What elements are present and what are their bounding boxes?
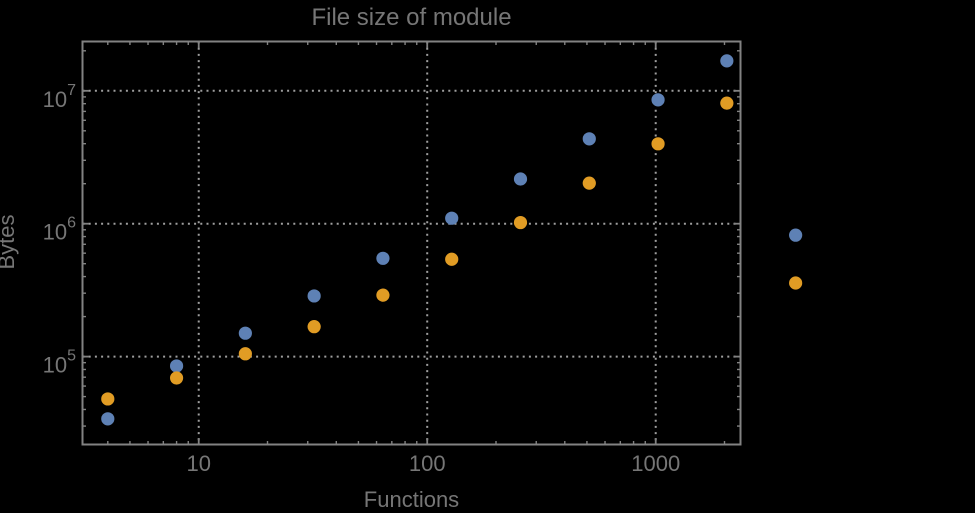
y-tick-label: 105 xyxy=(43,348,76,378)
data-point-series-1-blue xyxy=(789,228,803,242)
data-point-series-2-orange xyxy=(169,371,184,385)
data-point-series-1-blue xyxy=(513,172,528,186)
data-point-series-1-blue xyxy=(720,54,734,68)
y-tick-label: 107 xyxy=(43,82,76,112)
data-point-series-1-blue xyxy=(651,93,665,107)
axis-ticks xyxy=(82,41,741,445)
data-point-series-2-orange xyxy=(720,96,734,110)
data-point-series-2-orange xyxy=(513,215,528,230)
y-axis-label: Bytes xyxy=(0,214,19,269)
data-point-series-1-blue xyxy=(582,132,596,146)
data-point-series-2-orange xyxy=(651,137,665,151)
data-point-series-2-orange xyxy=(376,288,390,302)
data-point-series-2-orange xyxy=(445,252,459,266)
data-point-series-1-blue xyxy=(101,412,115,426)
data-point-series-1-blue xyxy=(376,251,390,265)
data-point-series-1-blue xyxy=(307,289,321,303)
x-tick-label: 1000 xyxy=(631,451,680,476)
data-point-series-1-blue xyxy=(238,326,252,340)
data-point-series-2-orange xyxy=(789,276,803,290)
data-points xyxy=(101,54,803,426)
chart-title: File size of module xyxy=(311,4,511,31)
y-tick-label: 106 xyxy=(43,215,76,245)
data-point-series-1-blue xyxy=(169,359,184,373)
data-point-series-2-orange xyxy=(238,347,252,361)
x-tick-label: 100 xyxy=(409,451,446,476)
data-point-series-2-orange xyxy=(101,392,115,406)
gridlines xyxy=(82,41,741,445)
x-tick-label: 10 xyxy=(186,451,210,476)
data-point-series-1-blue xyxy=(445,211,459,225)
data-point-series-2-orange xyxy=(307,320,321,334)
data-point-series-2-orange xyxy=(582,176,596,190)
plot-frame xyxy=(81,40,742,446)
tick-labels: 10 100 1000 105 106 107 xyxy=(43,82,681,476)
x-axis-label: Functions xyxy=(364,487,459,512)
